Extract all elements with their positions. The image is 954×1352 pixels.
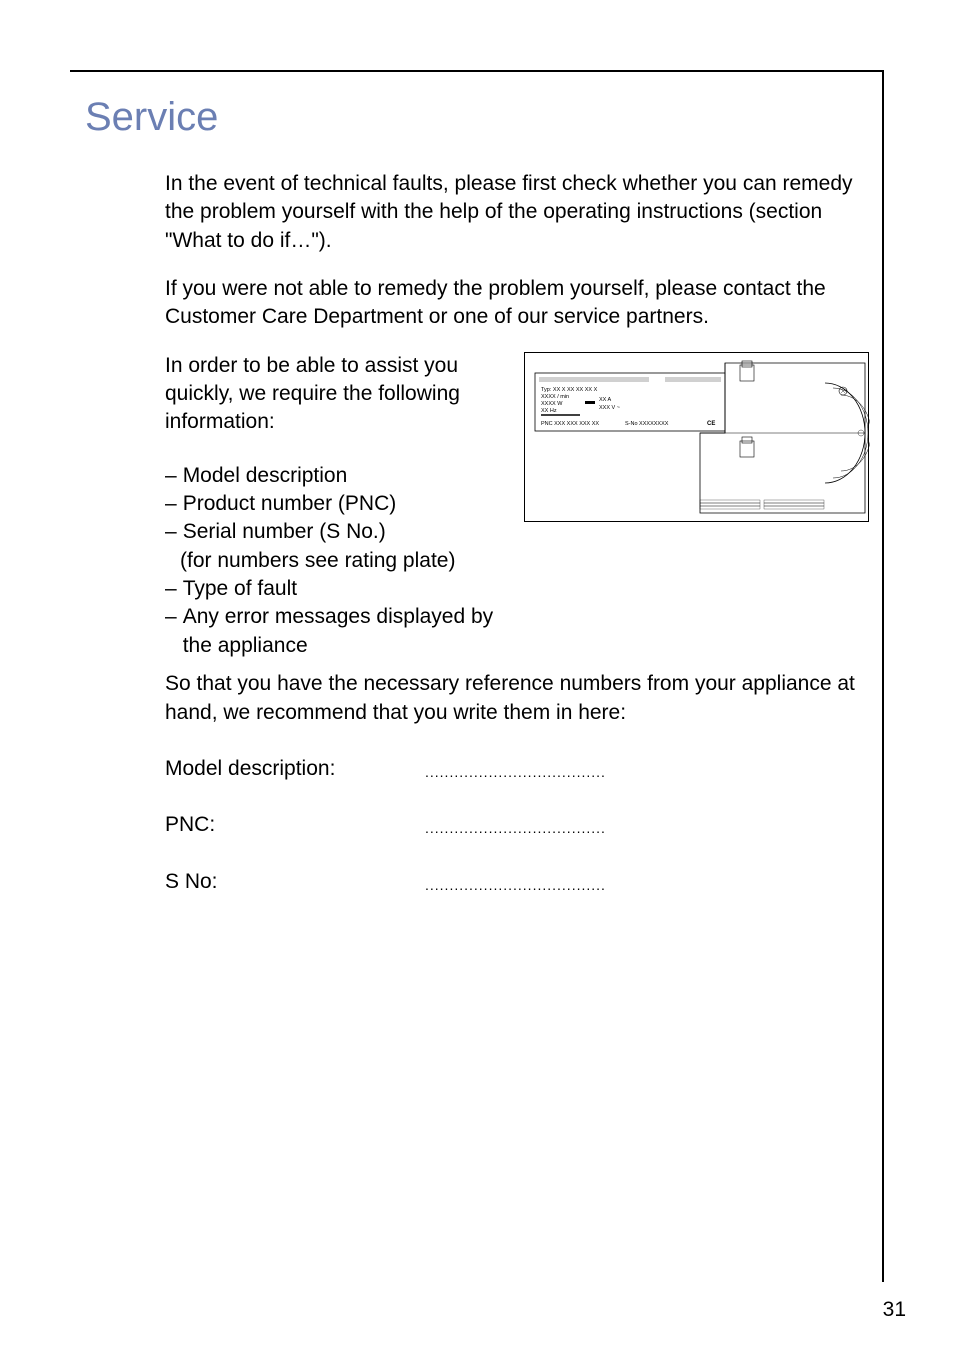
two-column-section: In order to be able to assist you quickl… — [165, 352, 869, 660]
rating-plate-diagram: Typ: XX X XX XX XX X XXXX / min XXXX W X… — [524, 352, 869, 522]
list-item-error: – Any error messages displayed by the ap… — [165, 603, 504, 660]
dash-icon: – — [165, 490, 177, 518]
plate-sno: S-No XXXXXXXX — [625, 421, 669, 427]
field-sno: S No: ..................................… — [165, 868, 869, 896]
plate-watts: XXXX W — [541, 401, 563, 407]
field-label: Model description: — [165, 755, 425, 783]
field-blank: ..................................... — [425, 755, 606, 783]
body-text: In the event of technical faults, please… — [165, 170, 869, 896]
field-blank: ..................................... — [425, 811, 606, 839]
field-blank: ..................................... — [425, 868, 606, 896]
plate-amps: XX A — [599, 397, 612, 403]
list-text: Product number (PNC) — [183, 490, 397, 518]
list-item-pnc: – Product number (PNC) — [165, 490, 504, 518]
dash-icon: – — [165, 603, 177, 660]
right-column: Typ: XX X XX XX XX X XXXX / min XXXX W X… — [524, 352, 869, 660]
list-text: Any error messages displayed by the appl… — [183, 603, 504, 660]
list-item-serial: – Serial number (S No.) — [165, 518, 504, 546]
plate-volts: XXX V ~ — [599, 405, 620, 411]
field-label: S No: — [165, 868, 425, 896]
dash-icon: – — [165, 518, 177, 546]
plate-ce: CE — [707, 421, 715, 427]
plate-type: Typ: XX X XX XX XX X — [541, 387, 598, 393]
page-title: Service — [85, 95, 869, 140]
intro-paragraph-1: In the event of technical faults, please… — [165, 170, 869, 255]
list-text: Model description — [183, 462, 348, 490]
list-item-model: – Model description — [165, 462, 504, 490]
left-column: In order to be able to assist you quickl… — [165, 352, 504, 660]
recommendation-paragraph: So that you have the necessary reference… — [165, 670, 869, 727]
list-text: Serial number (S No.) — [183, 518, 386, 546]
appliance-diagram-icon: Typ: XX X XX XX XX X XXXX / min XXXX W X… — [525, 353, 870, 523]
dash-icon: – — [165, 575, 177, 603]
plate-pnc: PNC XXX XXX XXX XX — [541, 421, 599, 427]
list-text: Type of fault — [183, 575, 297, 603]
dash-icon: – — [165, 462, 177, 490]
info-request-paragraph: In order to be able to assist you quickl… — [165, 352, 504, 437]
plate-hz: XX Hz — [541, 408, 557, 414]
list-item-fault: – Type of fault — [165, 575, 504, 603]
content-area: Service In the event of technical faults… — [85, 95, 869, 896]
field-model-description: Model description: .....................… — [165, 755, 869, 783]
field-pnc: PNC: ...................................… — [165, 811, 869, 839]
page-number: 31 — [883, 1298, 906, 1322]
plate-rpm: XXXX / min — [541, 394, 569, 400]
field-label: PNC: — [165, 811, 425, 839]
list-item-serial-note: (for numbers see rating plate) — [180, 547, 504, 575]
intro-paragraph-2: If you were not able to remedy the probl… — [165, 275, 869, 332]
